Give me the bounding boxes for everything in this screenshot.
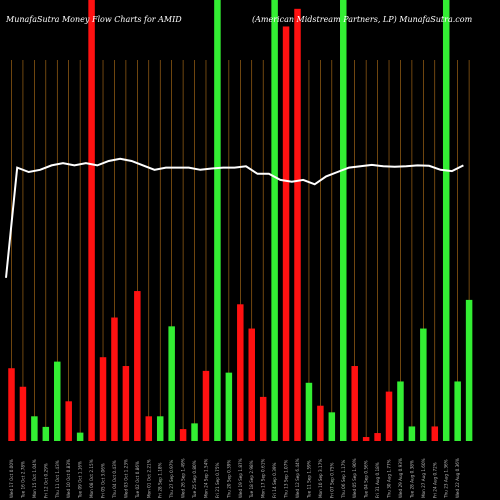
flow-bar — [294, 8, 301, 441]
flow-bar — [408, 426, 416, 441]
x-tick-label: Mon 27 Aug 1.60% — [421, 458, 426, 498]
x-tick-label: Mon 17 Sep 0.61% — [261, 459, 266, 498]
x-tick-label: Tue 04 Sep 0.56% — [364, 460, 369, 499]
flow-bar — [54, 361, 61, 441]
x-tick-label: Mon 10 Sep 3.17% — [318, 459, 323, 498]
x-tick-label: Wed 19 Sep 1.87% — [238, 458, 243, 498]
x-tick-label: Thu 30 Aug 1.77% — [387, 459, 392, 499]
x-tick-label: Mon 24 Sep 1.54% — [203, 459, 208, 498]
x-tick-label: Fri 31 Aug 0.18% — [375, 462, 380, 498]
x-tick-label: Wed 26 Sep 1.49% — [181, 458, 186, 498]
flow-bar — [8, 368, 15, 441]
x-tick-label: Tue 25 Sep 0.80% — [192, 460, 197, 499]
flow-bar — [145, 416, 153, 441]
x-tick-label: Tue 16 Oct 2.78% — [20, 461, 25, 499]
x-tick-label: Fri 05 Oct 3.06% — [101, 463, 106, 498]
flow-bar — [19, 386, 27, 441]
x-tick-label: Tue 18 Sep 2.98% — [249, 460, 254, 499]
flow-bar — [88, 0, 95, 441]
x-tick-label: Wed 10 Oct 0.83% — [66, 459, 71, 498]
x-tick-label: Wed 05 Sep 1.90% — [352, 458, 357, 498]
x-tick-label: Wed 12 Sep 6.44% — [295, 458, 300, 498]
x-tick-label: Thu 23 Aug 1.36% — [444, 459, 449, 499]
flow-bar — [31, 416, 38, 441]
flow-bar — [214, 0, 221, 441]
x-tick-label: Fri 24 Aug 0.72% — [432, 462, 437, 498]
flow-bar — [328, 412, 336, 441]
flow-bar — [225, 372, 233, 441]
flow-bar — [454, 381, 461, 441]
flow-bar — [465, 299, 473, 441]
flow-bar — [99, 357, 107, 441]
flow-bar — [237, 304, 244, 441]
x-tick-label: Thu 20 Sep 0.39% — [226, 460, 231, 499]
flow-bar — [168, 326, 175, 441]
x-tick-label: Fri 28 Sep 1.18% — [158, 462, 163, 498]
flow-bar — [271, 0, 278, 441]
x-tick-label: Tue 11 Sep 1.59% — [306, 460, 311, 499]
flow-bar — [191, 423, 198, 441]
flow-bar — [179, 429, 187, 441]
x-tick-label: Fri 07 Sep 0.75% — [329, 462, 334, 498]
x-tick-label: Mon 01 Oct 2.21% — [146, 459, 151, 498]
flow-bar — [122, 366, 130, 441]
x-tick-label: Tue 02 Oct 0.86% — [135, 461, 140, 499]
flow-bar — [202, 370, 210, 441]
flow-bar — [111, 317, 118, 441]
flow-bar — [259, 396, 267, 441]
x-tick-label: Thu 04 Oct 0.43% — [112, 460, 117, 499]
flow-bar — [248, 328, 255, 441]
x-tick-labels: Wed 17 Oct 0.00% Tue 16 Oct 2.78% Mon 15 O… — [9, 458, 460, 499]
flow-bar — [385, 391, 393, 441]
flow-bar — [305, 382, 313, 441]
x-tick-label: Fri 21 Sep 0.75% — [215, 462, 220, 498]
x-tick-label: Tue 28 Aug 0.38% — [409, 460, 414, 499]
x-tick-label: Wed 03 Oct 1.23% — [123, 459, 128, 498]
bars — [8, 0, 473, 442]
flow-bar — [282, 26, 290, 442]
x-tick-label: Fri 12 Oct 0.29% — [43, 463, 48, 498]
flow-bar — [65, 401, 72, 441]
flow-bar — [362, 437, 370, 441]
flow-bar — [317, 405, 324, 441]
x-tick-label: Tue 09 Oct 1.16% — [78, 461, 83, 499]
chart-title-left: MunafaSutra Money Flow Charts for AMID — [5, 15, 182, 24]
x-tick-label: Thu 27 Sep 0.97% — [169, 460, 174, 499]
flow-bar — [340, 0, 347, 441]
flow-bar — [351, 366, 358, 441]
flow-bar — [156, 416, 164, 441]
flow-bar — [42, 426, 50, 441]
x-tick-label: Wed 29 Aug 0.93% — [398, 458, 403, 498]
chart-title-right: (American Midstream Partners, LP) Munafa… — [252, 15, 473, 24]
x-tick-label: Wed 17 Oct 0.00% — [9, 459, 14, 498]
x-tick-label: Thu 06 Sep 1.17% — [341, 460, 346, 499]
flow-bar — [431, 426, 439, 441]
flow-bar — [374, 433, 381, 441]
x-tick-label: Fri 14 Sep 0.39% — [272, 462, 277, 498]
x-tick-label: Mon 15 Oct 1.04% — [32, 459, 37, 498]
flow-bar — [76, 432, 84, 441]
x-tick-label: Thu 13 Sep 1.07% — [284, 460, 289, 499]
flow-bar — [397, 381, 404, 441]
x-tick-label: Wed 22 Aug 0.36% — [455, 458, 460, 498]
x-tick-label: Thu 11 Oct 1.43% — [55, 460, 60, 499]
flow-bar — [134, 291, 141, 441]
flow-bar — [442, 0, 450, 441]
flow-bar — [420, 328, 427, 441]
price-line — [5, 157, 464, 278]
x-tick-label: Mon 08 Oct 2.15% — [89, 459, 94, 498]
